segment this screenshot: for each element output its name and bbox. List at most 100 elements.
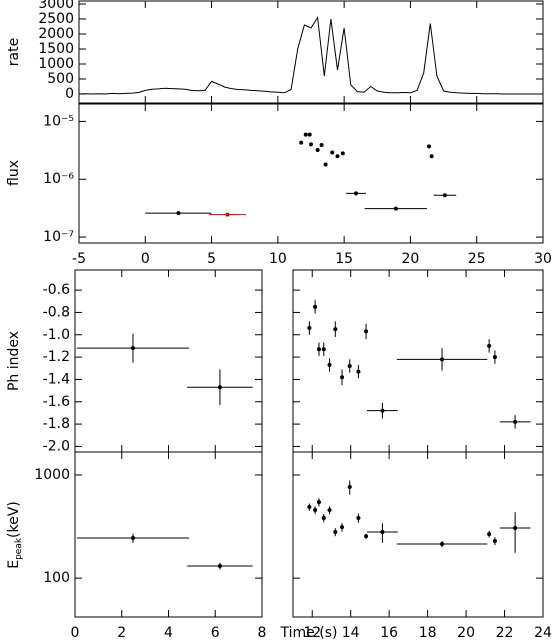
data-point <box>426 144 431 149</box>
y-axis-label: rate <box>6 38 22 66</box>
data-point <box>380 408 385 413</box>
y-tick-label: -0.6 <box>43 282 70 298</box>
y-tick-label: 10⁻⁷ <box>43 229 74 245</box>
data-point <box>323 162 328 167</box>
y-tick-label: 10⁻⁶ <box>43 171 74 187</box>
data-point <box>335 154 340 159</box>
data-point <box>492 355 497 360</box>
y-tick-label: -2.0 <box>43 438 70 454</box>
plot-frame <box>292 269 544 453</box>
data-point <box>356 369 361 374</box>
y-tick-label: 2000 <box>38 26 74 42</box>
data-point <box>364 329 369 334</box>
data-point <box>364 534 369 539</box>
y-tick-label: -0.8 <box>43 304 70 320</box>
plot-frame <box>78 0 544 104</box>
y-tick-label: 500 <box>47 71 74 87</box>
data-point <box>487 343 492 348</box>
x-tick-label: 0 <box>71 625 80 641</box>
x-tick-label: 22 <box>496 625 514 641</box>
x-tick-label: 10 <box>269 251 287 267</box>
x-tick-label: 12 <box>303 625 321 641</box>
y-tick-label: 1000 <box>38 56 74 72</box>
data-point <box>303 132 308 137</box>
data-point <box>347 364 352 369</box>
data-point <box>309 142 313 147</box>
x-axis-label: Time (s) <box>280 625 338 641</box>
x-tick-label: 8 <box>258 625 267 641</box>
y-axis-label-sub: peak <box>14 537 24 560</box>
plot-frame <box>74 451 263 618</box>
data-point <box>340 151 345 156</box>
data-point <box>307 505 312 510</box>
data-point <box>217 385 222 390</box>
plot-frame <box>292 451 544 618</box>
y-tick-label: 2500 <box>38 11 74 27</box>
data-point <box>321 515 326 520</box>
plot-frame <box>74 269 263 453</box>
data-point <box>492 539 497 544</box>
x-tick-label: 14 <box>342 625 360 641</box>
plot-frame <box>78 103 544 244</box>
y-tick-label: 100 <box>43 570 70 586</box>
x-tick-label: 15 <box>335 251 353 267</box>
data-point <box>347 485 352 490</box>
y-tick-label: 3000 <box>38 0 74 12</box>
data-point <box>340 375 345 380</box>
data-point <box>307 326 312 331</box>
y-axis-label-unit: (keV) <box>6 501 22 538</box>
x-tick-label: -5 <box>72 251 86 267</box>
y-axis-label: Epeak(keV) <box>6 501 24 569</box>
y-tick-label: -1.4 <box>43 371 70 387</box>
data-point <box>321 347 326 352</box>
x-tick-label: 0 <box>141 251 150 267</box>
x-tick-label: 24 <box>534 625 552 641</box>
data-point <box>354 191 359 196</box>
x-tick-label: 25 <box>468 251 486 267</box>
data-point <box>356 515 361 520</box>
data-point <box>340 525 345 530</box>
data-point <box>176 211 181 216</box>
data-point <box>299 140 304 145</box>
y-tick-label: 1500 <box>38 41 74 57</box>
y-tick-label: -1.2 <box>43 349 70 365</box>
y-axis-label-main: E <box>6 560 22 569</box>
y-tick-label: 10⁻⁵ <box>43 113 74 129</box>
x-tick-label: 2 <box>117 625 126 641</box>
data-point <box>315 148 320 153</box>
x-tick-label: 4 <box>164 625 173 641</box>
x-tick-label: 18 <box>419 625 437 641</box>
data-point <box>316 347 321 352</box>
data-point <box>330 150 335 155</box>
data-point <box>225 212 230 217</box>
data-point <box>442 193 447 198</box>
x-tick-label: 5 <box>207 251 216 267</box>
x-tick-label: 16 <box>380 625 398 641</box>
y-tick-label: -1.6 <box>43 394 70 410</box>
data-point <box>319 143 324 148</box>
data-point <box>130 535 135 540</box>
data-point <box>217 564 222 569</box>
data-point <box>513 526 518 531</box>
y-tick-label: -1.8 <box>43 416 70 432</box>
y-tick-label: 0 <box>65 86 74 102</box>
data-point <box>393 206 398 211</box>
data-point <box>130 346 135 351</box>
data-point <box>380 530 385 535</box>
y-axis-label: Ph index <box>6 331 22 391</box>
data-point <box>333 327 338 332</box>
data-point <box>327 508 332 513</box>
y-axis-label: flux <box>6 160 22 186</box>
data-point <box>316 500 321 505</box>
rate-curve <box>78 16 543 95</box>
data-point <box>327 362 332 367</box>
x-tick-label: 20 <box>457 625 475 641</box>
data-point <box>307 132 312 137</box>
data-point <box>487 532 492 537</box>
x-tick-label: 6 <box>211 625 220 641</box>
x-tick-label: 30 <box>534 251 552 267</box>
data-point <box>313 304 318 309</box>
x-tick-label: 20 <box>402 251 420 267</box>
data-point <box>313 508 318 513</box>
